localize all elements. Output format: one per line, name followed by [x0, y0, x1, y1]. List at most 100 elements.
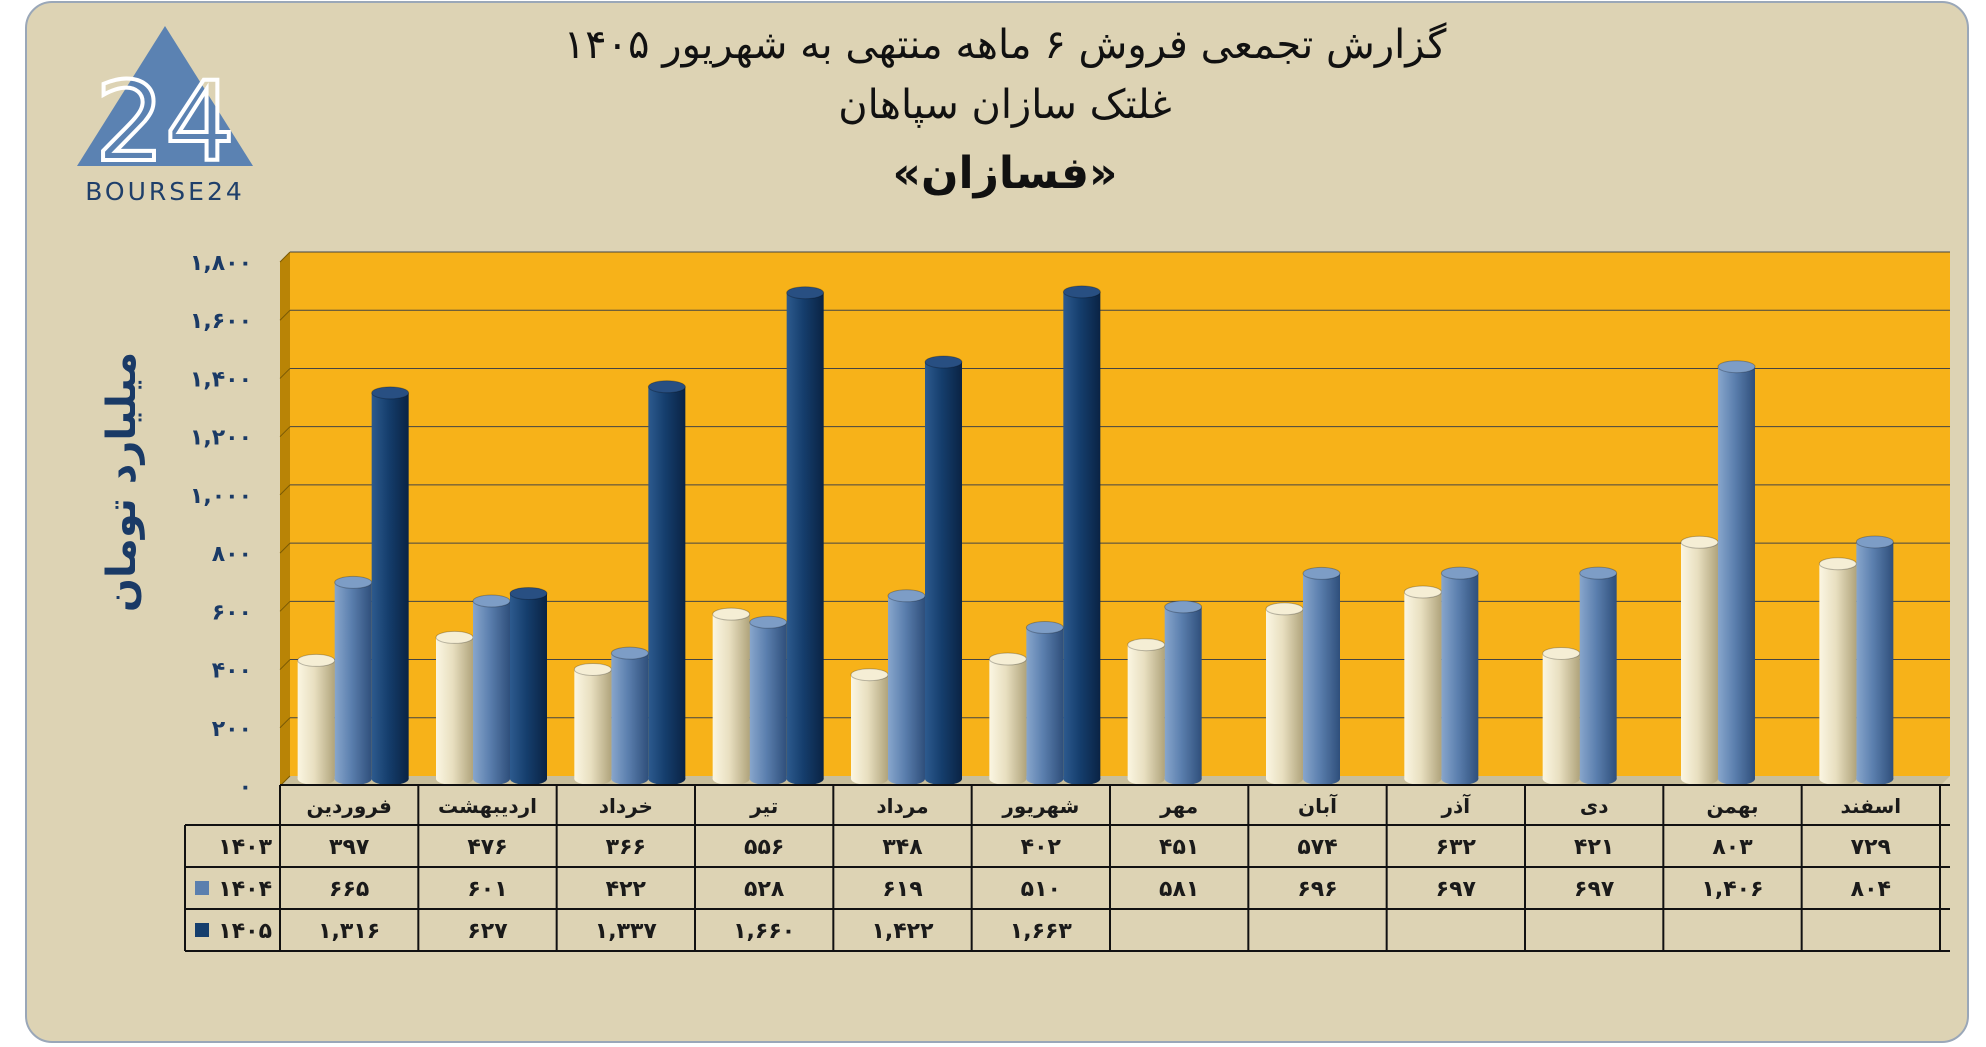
y-tick-label: ۴۰۰ — [212, 659, 252, 684]
plot-area: ۰ ۲۰۰ ۴۰۰ ۶۰۰ ۸۰۰ ۱,۰۰۰ ۱,۲۰۰ ۱,۴۰۰ ۱,۶۰۰ ۱,۸۰۰ — [190, 251, 1950, 800]
bar-top — [1062, 285, 1101, 299]
bar-base — [989, 773, 1027, 785]
bar-base — [1404, 773, 1442, 785]
bar-1 — [1440, 566, 1479, 785]
category-label: آذر — [1441, 793, 1472, 818]
bar-top — [647, 380, 686, 394]
bar-base — [1026, 773, 1064, 785]
bar-base — [1266, 773, 1303, 785]
data-label: ۱,۶۶۳ — [1010, 919, 1073, 944]
bar-0 — [573, 662, 612, 785]
plot-background — [290, 252, 1950, 776]
legend-swatch — [195, 923, 209, 937]
bar-0 — [988, 652, 1027, 785]
data-label: ۱,۴۰۶ — [1701, 877, 1763, 902]
y-tick-label: ۱,۰۰۰ — [190, 484, 252, 509]
bar-top — [1542, 646, 1581, 660]
bar-body — [1718, 366, 1755, 779]
bar-2 — [371, 386, 410, 785]
data-label: ۱,۳۱۶ — [318, 919, 380, 944]
bar-base — [436, 773, 473, 785]
bar-base — [1127, 773, 1165, 785]
bar-top — [749, 615, 788, 629]
y-tick-label: ۶۰۰ — [212, 600, 252, 625]
bar-top — [1579, 566, 1618, 580]
bar-body — [510, 593, 547, 779]
bar-1 — [887, 589, 926, 785]
gridline-side — [279, 659, 291, 670]
chart-ticker: «فسازان» — [893, 148, 1118, 199]
data-label: ۶۰۱ — [467, 877, 507, 902]
bar-base — [1579, 773, 1617, 785]
bar-body — [888, 595, 925, 779]
gridline-side — [279, 717, 291, 729]
bar-body — [1579, 573, 1617, 779]
plot-side-wall — [280, 252, 290, 786]
bar-base — [1681, 773, 1718, 785]
bar-base — [371, 773, 409, 785]
bar-0 — [1818, 557, 1857, 785]
plot-floor — [280, 776, 1950, 786]
y-tick-label: ۱,۴۰۰ — [190, 367, 252, 392]
bar-body — [1542, 653, 1580, 779]
data-table: فروردین اردیبهشت خرداد تیر مرداد شهریور مهر آبا… — [184, 784, 1950, 952]
bar-top — [1403, 585, 1442, 599]
bar-0 — [435, 630, 474, 785]
category-label: خرداد — [599, 794, 653, 818]
data-label: ۳۶۶ — [606, 835, 646, 860]
y-tick-label: ۰ — [239, 775, 252, 800]
bar-1 — [1717, 360, 1756, 785]
bar-0 — [1542, 646, 1581, 785]
bar-0 — [297, 653, 336, 785]
bar-body — [925, 362, 962, 779]
bar-top — [573, 662, 612, 676]
bar-2 — [1062, 285, 1101, 785]
category-label: بهمن — [1706, 794, 1758, 818]
bar-body — [1441, 573, 1479, 779]
gridline-side — [279, 251, 291, 263]
bar-base — [1856, 773, 1894, 785]
bar-1 — [1025, 621, 1064, 785]
data-label: ۶۶۵ — [329, 877, 369, 902]
series-name: ۱۴۰۴ — [218, 877, 272, 902]
bar-base — [1441, 773, 1479, 785]
chart-title: گزارش تجمعی فروش ۶ ماهه منتهی به شهریور … — [564, 22, 1448, 68]
bar-base — [1063, 773, 1101, 785]
bar-base — [473, 773, 510, 785]
bar-body — [1819, 563, 1857, 779]
category-label: آبان — [1298, 793, 1338, 818]
bar-0 — [850, 668, 889, 785]
bar-0 — [1403, 585, 1442, 785]
data-label: ۵۱۰ — [1021, 877, 1061, 902]
gridline-side — [279, 426, 291, 438]
data-label: ۵۲۸ — [744, 877, 785, 902]
bar-body — [1303, 573, 1340, 779]
bar-1 — [334, 575, 373, 785]
bar-body — [574, 669, 612, 779]
bar-base — [1164, 773, 1202, 785]
bar-top — [1164, 600, 1203, 614]
bar-top — [1302, 566, 1341, 580]
bar-1 — [1579, 566, 1618, 785]
data-label: ۵۸۱ — [1159, 877, 1199, 902]
category-label: تیر — [749, 794, 778, 818]
data-label: ۸۰۳ — [1712, 835, 1753, 860]
bar-top — [472, 594, 511, 608]
data-label: ۴۷۶ — [467, 835, 507, 860]
bar-body — [473, 601, 510, 779]
gridline-side — [279, 309, 291, 321]
data-label: ۸۰۴ — [1851, 877, 1891, 902]
bar-top — [924, 355, 963, 369]
data-label: ۳۹۷ — [329, 835, 370, 860]
bar-base — [888, 773, 925, 785]
data-label: ۵۵۶ — [744, 835, 784, 860]
data-label: ۳۴۸ — [882, 835, 923, 860]
category-label: شهریور — [1001, 794, 1079, 818]
logo-text: BOURSE24 — [85, 177, 245, 206]
bar-top — [1265, 602, 1304, 616]
bar-body — [297, 660, 335, 779]
y-tick-label: ۱,۲۰۰ — [190, 426, 252, 451]
bar-body — [786, 292, 824, 779]
bar-top — [850, 668, 889, 682]
